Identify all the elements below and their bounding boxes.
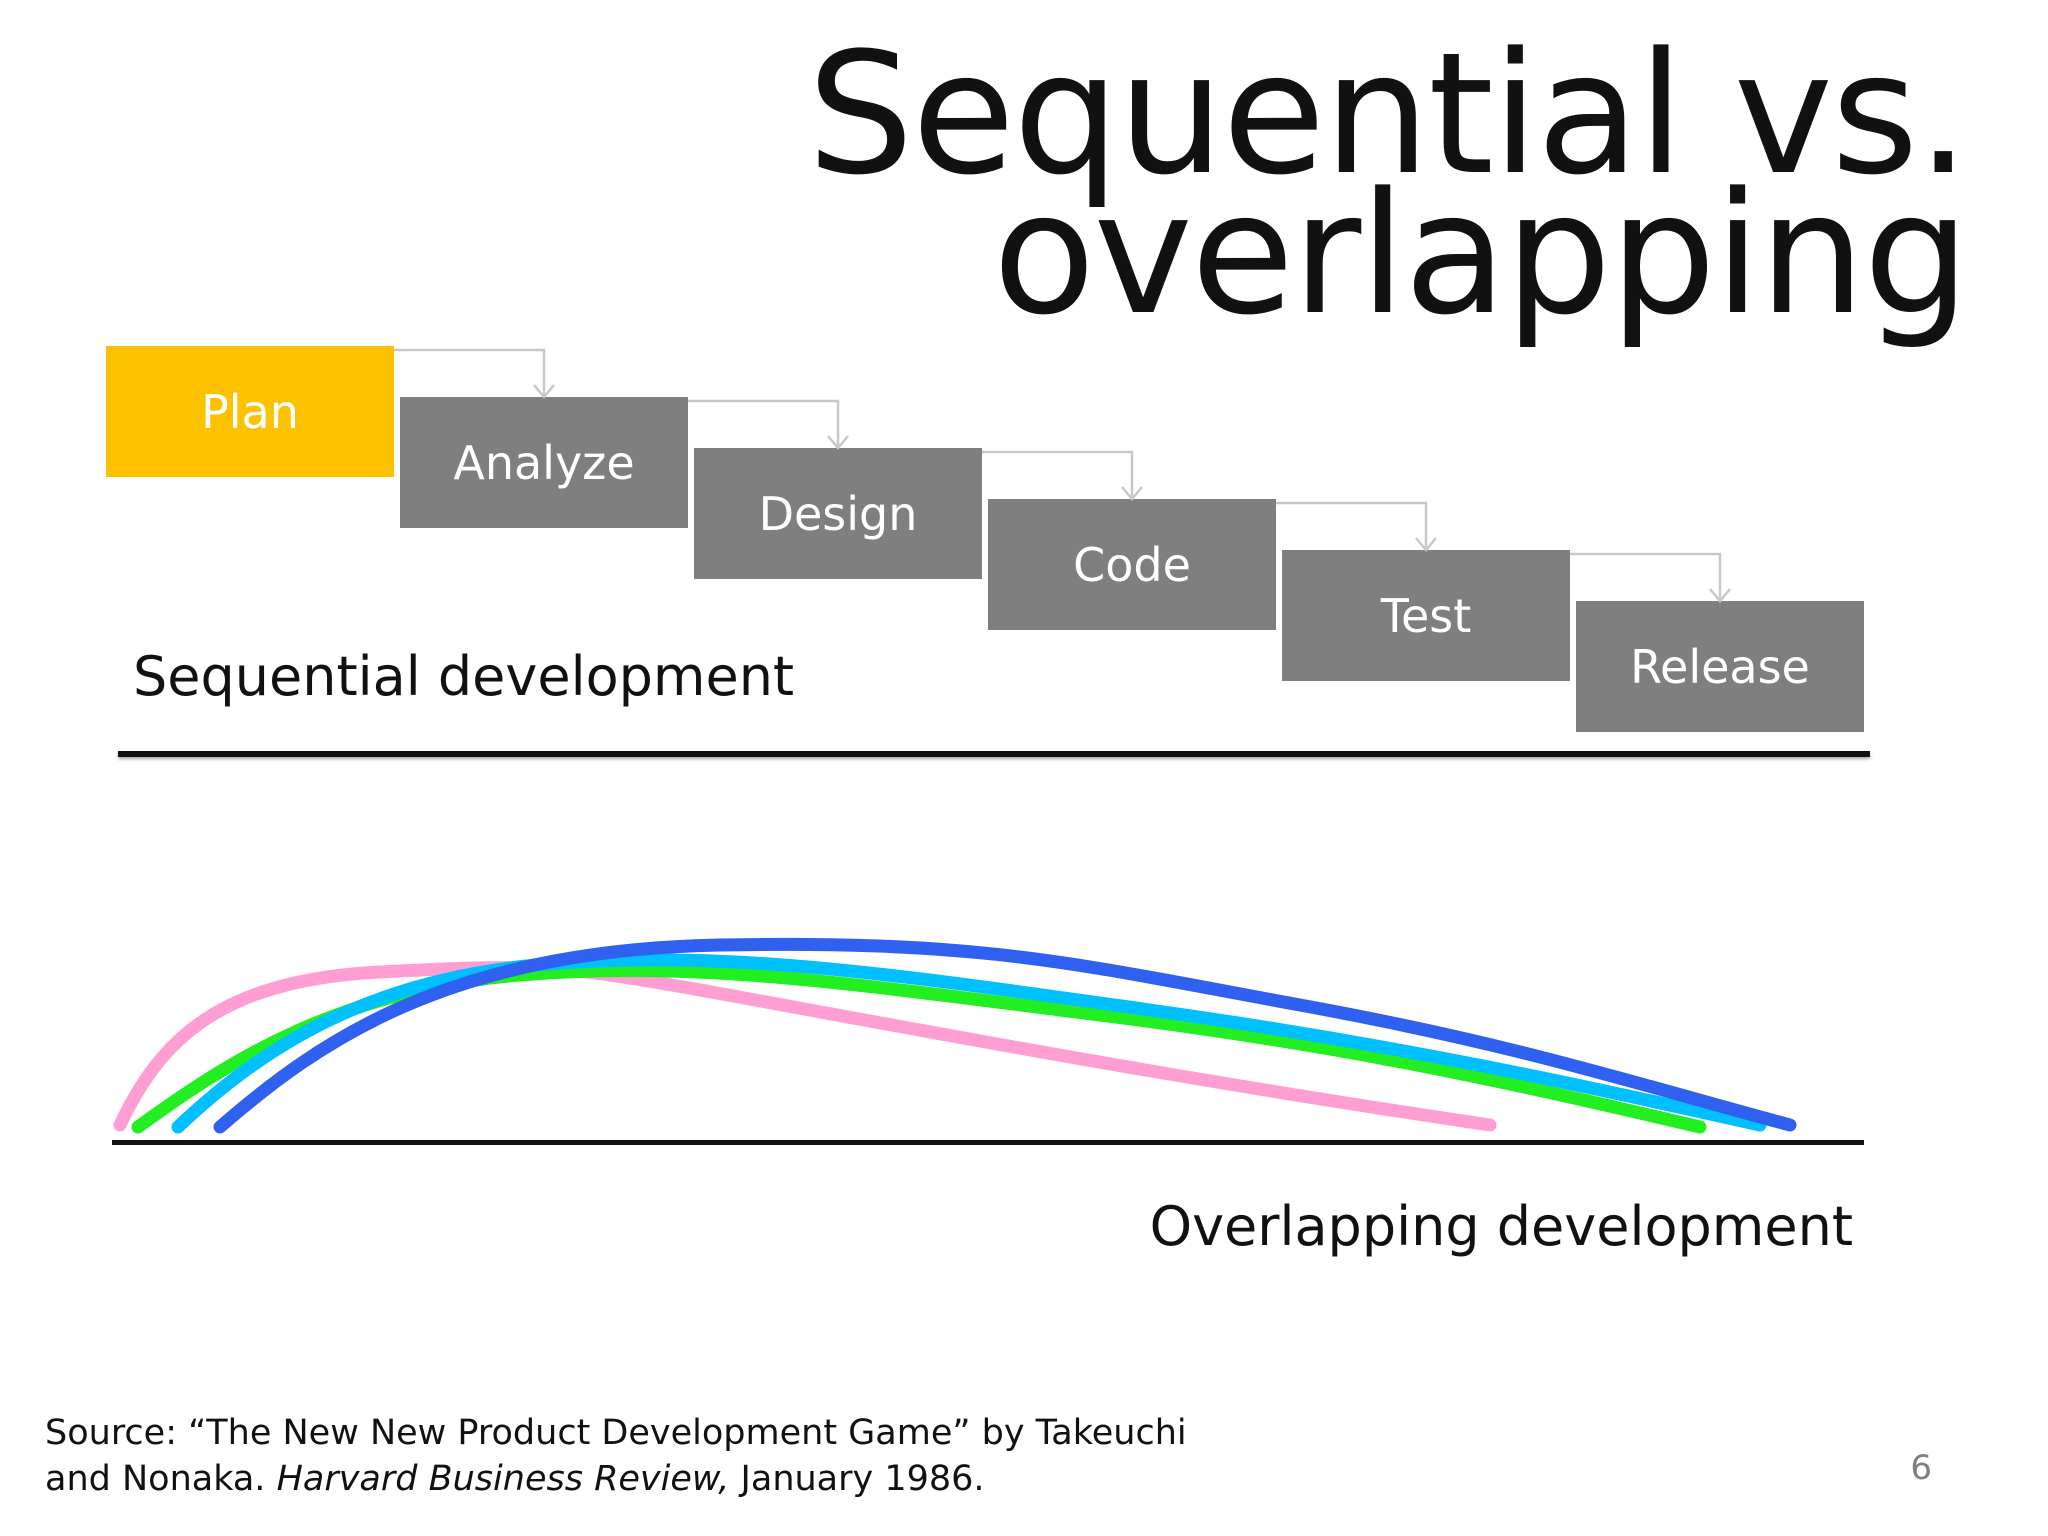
source-line-1: Source: “The New New Product Development… (45, 1413, 1187, 1453)
source-authors-tail: and Nonaka. (45, 1459, 277, 1499)
page-number: 6 (1910, 1448, 1932, 1488)
stage-plan: Plan (106, 346, 394, 477)
source-citation: Source: “The New New Product Development… (45, 1410, 1187, 1502)
curve-blue (213, 937, 1797, 1134)
connector-plan-analyze (394, 348, 546, 397)
stage-release: Release (1576, 601, 1864, 732)
connector-test-release (1570, 552, 1722, 601)
connector-analyze-design (688, 399, 840, 448)
arrowhead-test (1415, 537, 1437, 552)
stage-test: Test (1282, 550, 1570, 681)
stage-code: Code (988, 499, 1276, 630)
curve-green (131, 964, 1707, 1134)
sequential-development-label: Sequential development (133, 645, 795, 708)
curve-cyan (171, 953, 1767, 1134)
connector-code-test (1276, 501, 1428, 550)
overlapping-development-label: Overlapping development (1149, 1195, 1853, 1258)
stage-analyze: Analyze (400, 397, 688, 528)
arrowhead-analyze (533, 384, 555, 399)
source-journal: Harvard Business Review, (276, 1459, 730, 1499)
connector-design-code (982, 450, 1134, 499)
slide-title-line-2: overlapping (992, 156, 1970, 352)
arrowhead-code (1121, 486, 1143, 501)
stage-connectors (394, 348, 1731, 603)
arrowhead-design (827, 435, 849, 450)
overlapping-baseline (112, 1140, 1864, 1145)
source-date: January 1986. (729, 1459, 985, 1499)
sequential-baseline (118, 751, 1870, 757)
slide-title-line-1: Sequential vs. (807, 16, 1970, 212)
stage-design: Design (694, 448, 982, 579)
arrowhead-release (1709, 588, 1731, 603)
source-line-2: and Nonaka. Harvard Business Review, Jan… (45, 1456, 1187, 1502)
